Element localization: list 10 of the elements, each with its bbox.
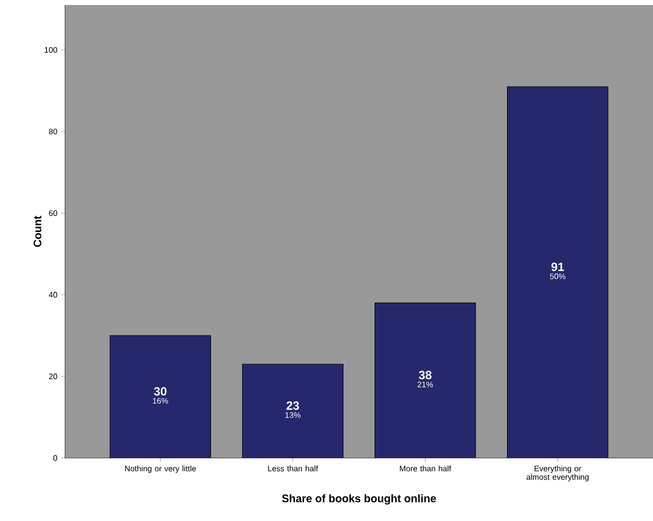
y-axis-title: Count xyxy=(34,216,42,247)
bar xyxy=(507,86,608,458)
data-label: 91 xyxy=(551,262,564,272)
data-label: 30 xyxy=(154,387,167,396)
x-axis-title: Share of books bought online xyxy=(282,494,436,505)
bar xyxy=(242,364,344,458)
data-label: 23 xyxy=(286,401,300,410)
bar xyxy=(374,302,476,458)
data-label: 38 xyxy=(418,370,432,380)
bar xyxy=(110,336,211,458)
